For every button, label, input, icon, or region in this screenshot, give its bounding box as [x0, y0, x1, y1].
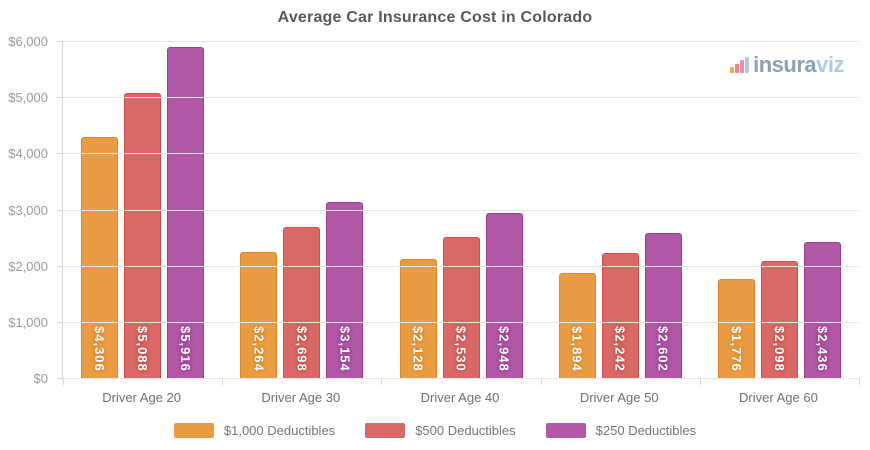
x-axis-label: Driver Age 40	[420, 390, 500, 405]
logo-icon-bar	[745, 57, 750, 73]
legend-swatch	[365, 423, 406, 438]
bar[interactable]: $2,128	[399, 259, 437, 379]
bar-value-label: $2,242	[612, 326, 628, 372]
bar-value-label: $1,894	[569, 326, 585, 372]
bar-value-label: $2,264	[251, 326, 267, 372]
x-axis-tick	[222, 379, 224, 385]
bar-group: $2,128 $2,530 $2,948	[381, 42, 540, 379]
y-axis-tick	[57, 265, 63, 267]
y-axis-tick	[57, 97, 63, 99]
bar[interactable]: $2,602	[644, 232, 682, 379]
bar-group: $1,894 $2,242 $2,602	[541, 42, 700, 379]
x-axis-label: Driver Age 50	[579, 390, 659, 405]
bar-value-label: $3,154	[337, 326, 353, 372]
bar[interactable]: $2,948	[485, 213, 523, 379]
bar[interactable]: $1,776	[717, 279, 755, 379]
bar-value-label: $5,088	[135, 326, 151, 372]
logo-icon-bar	[735, 64, 740, 73]
x-axis-tick	[699, 379, 701, 385]
logo-icon-bar	[730, 67, 735, 73]
bar[interactable]: $2,242	[601, 253, 639, 379]
bar-group: $2,264 $2,698 $3,154	[222, 42, 381, 379]
gridline	[63, 97, 859, 99]
logo-text-primary: insura	[753, 52, 817, 77]
y-axis-tick	[57, 378, 63, 379]
gridline	[63, 321, 859, 323]
bar-value-label: $2,948	[496, 326, 512, 372]
bar[interactable]: $5,088	[124, 93, 162, 379]
bar[interactable]: $5,916	[167, 46, 205, 379]
y-axis-tick-label: $5,000	[8, 90, 48, 106]
bar-value-label: $2,128	[410, 326, 426, 372]
logo-text-secondary: viz	[816, 52, 844, 77]
bar-value-label: $5,916	[178, 326, 194, 372]
x-axis-label: Driver Age 20	[102, 390, 181, 405]
x-axis-labels: Driver Age 20 Driver Age 30 Driver Age 40 D…	[62, 390, 858, 405]
chart-title: Average Car Insurance Cost in Colorado	[277, 9, 593, 26]
bar[interactable]: $2,436	[803, 242, 841, 379]
y-axis-labels: $0 $1,000 $2,000 $3,000 $4,000 $5,000 $6,000	[0, 34, 56, 386]
logo-icon-bar	[740, 60, 745, 73]
legend-label: $250 Deductibles	[595, 423, 697, 438]
bar-value-label: $2,436	[814, 326, 830, 372]
bar-value-label: $2,602	[655, 326, 671, 372]
bar-value-label: $2,098	[771, 326, 787, 372]
logo-bar-chart-icon	[730, 57, 750, 73]
y-axis-tick	[57, 209, 63, 211]
legend-label: $1,000 Deductibles	[223, 423, 336, 438]
y-axis-tick-label: $2,000	[8, 258, 48, 274]
gridline	[63, 209, 859, 211]
legend-item[interactable]: $1,000 Deductibles	[173, 423, 336, 438]
bar[interactable]: $2,098	[760, 261, 798, 379]
plot-area: $4,306 $5,088 $5,916 $2,264 $2,698 $3,154 $2,1…	[57, 41, 860, 385]
y-axis-tick	[57, 321, 63, 323]
legend-label: $500 Deductibles	[415, 423, 516, 438]
bar-value-label: $4,306	[92, 326, 108, 372]
x-axis-tick	[859, 379, 860, 385]
legend-item[interactable]: $250 Deductibles	[545, 423, 697, 438]
y-axis-tick-label: $6,000	[8, 34, 48, 49]
bar[interactable]: $2,530	[442, 236, 480, 379]
legend-item[interactable]: $500 Deductibles	[365, 423, 516, 438]
gridline	[63, 378, 859, 379]
y-axis-tick	[57, 153, 63, 155]
bar[interactable]: $1,894	[558, 272, 596, 379]
x-axis-label: Driver Age 30	[261, 390, 341, 405]
bar[interactable]: $2,698	[283, 227, 321, 379]
x-axis-tick	[381, 379, 383, 385]
y-axis-tick-label: $3,000	[8, 202, 48, 218]
bar-group: $4,306 $5,088 $5,916	[63, 42, 222, 379]
y-axis-tick	[57, 41, 63, 42]
bar-value-label: $2,698	[294, 326, 310, 372]
y-axis-tick-label: $1,000	[8, 314, 48, 330]
bar[interactable]: $2,264	[240, 251, 278, 379]
gridline	[63, 265, 859, 267]
x-axis-label: Driver Age 60	[739, 390, 818, 405]
logo-text: insuraviz	[753, 54, 844, 76]
gridline	[63, 41, 859, 42]
bar-group: $1,776 $2,098 $2,436	[700, 42, 859, 379]
brand-logo: insuraviz	[730, 54, 844, 76]
chart-legend: $1,000 Deductibles $500 Deductibles $250 D…	[0, 423, 870, 438]
bar[interactable]: $3,154	[326, 201, 364, 379]
bar-groups: $4,306 $5,088 $5,916 $2,264 $2,698 $3,154 $2,1…	[63, 42, 859, 379]
x-axis-tick	[63, 379, 64, 385]
bar-value-label: $2,530	[453, 326, 469, 372]
bar[interactable]: $4,306	[81, 137, 119, 379]
legend-swatch	[173, 423, 214, 438]
x-axis-tick	[540, 379, 542, 385]
bar-value-label: $1,776	[728, 326, 744, 372]
y-axis-tick-label: $0	[33, 371, 48, 386]
gridline	[63, 153, 859, 155]
y-axis-tick-label: $4,000	[8, 146, 48, 162]
legend-swatch	[545, 423, 586, 438]
